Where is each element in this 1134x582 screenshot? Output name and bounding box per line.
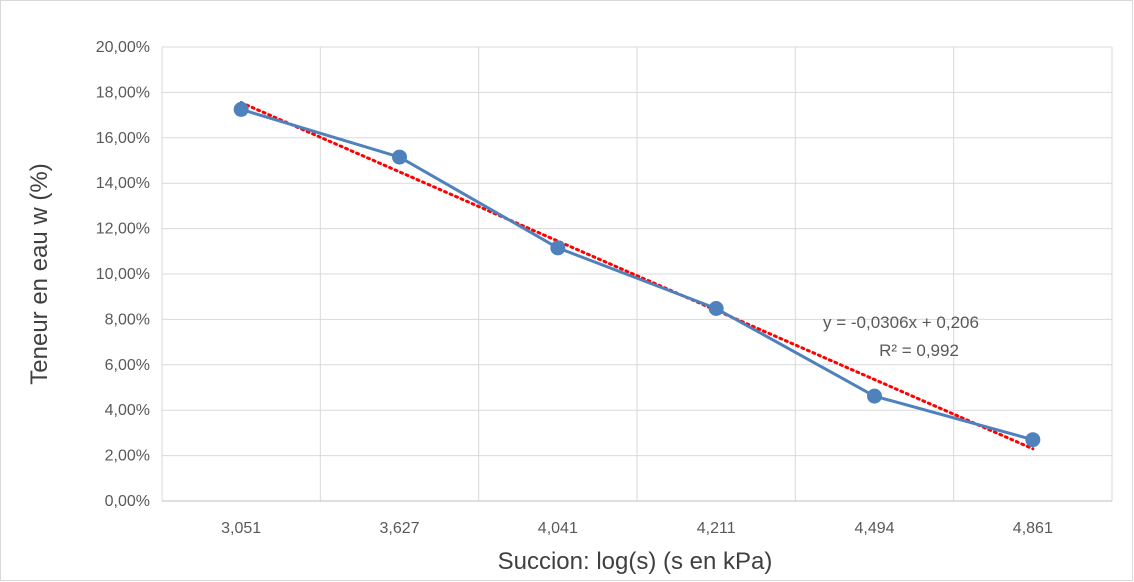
y-tick-label: 2,00% <box>105 448 150 465</box>
x-tick-label: 4,211 <box>697 520 736 537</box>
y-tick-label: 6,00% <box>105 357 150 374</box>
data-point <box>1025 432 1041 448</box>
series-layer <box>233 101 1041 448</box>
data-point <box>867 388 882 404</box>
trendline <box>239 101 1035 451</box>
data-point <box>708 301 724 317</box>
y-tick-label: 14,00% <box>96 175 150 192</box>
y-axis-title: Teneur en eau w (%) <box>26 163 53 384</box>
data-point <box>233 101 249 117</box>
y-tick-label: 8,00% <box>105 311 150 328</box>
y-tick-label: 10,00% <box>96 266 150 283</box>
x-tick-label: 4,041 <box>538 520 578 537</box>
x-tick-label: 3,627 <box>379 520 419 537</box>
grid-layer <box>161 46 1113 501</box>
y-tick-label: 18,00% <box>96 84 150 101</box>
x-tick-label: 4,861 <box>1013 520 1053 537</box>
x-tick-label: 3,051 <box>221 520 261 537</box>
label-layer: 0,00% 2,00% 4,00% 6,00% 8,00% 10,00% 12,00% 14,… <box>96 39 1053 537</box>
trendline-equation: y = -0,0306x + 0,206 <box>823 313 979 332</box>
y-tick-label: 16,00% <box>96 130 150 147</box>
y-tick-label: 4,00% <box>105 402 150 419</box>
trendline-layer <box>239 101 1035 451</box>
y-tick-label: 0,00% <box>105 493 150 510</box>
series-line <box>239 107 1035 442</box>
y-tick-label: 12,00% <box>96 221 150 238</box>
trendline-r-squared: R² = 0,992 <box>879 341 959 360</box>
x-tick-label: 4,494 <box>854 520 894 537</box>
x-axis-title: Succion: log(s) (s en kPa) <box>498 548 773 575</box>
data-point <box>392 149 407 165</box>
y-tick-label: 20,00% <box>96 39 150 56</box>
data-point <box>550 240 566 256</box>
